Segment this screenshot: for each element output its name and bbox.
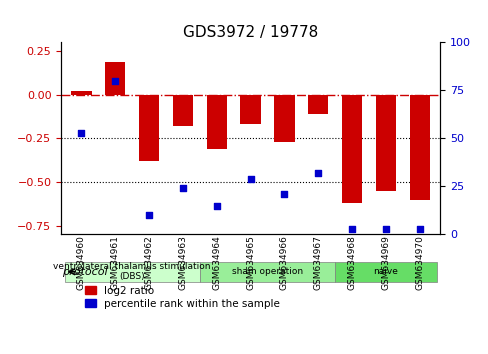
- Text: GSM634970: GSM634970: [414, 236, 424, 291]
- Text: GSM634960: GSM634960: [77, 236, 86, 291]
- Bar: [105, 62, 125, 95]
- Bar: [274, 95, 294, 142]
- Text: GSM634966: GSM634966: [279, 236, 288, 291]
- Point: [246, 176, 254, 182]
- Text: sham operation: sham operation: [231, 267, 303, 276]
- Text: ventrolateral thalamus stimulation
(DBS): ventrolateral thalamus stimulation (DBS): [53, 262, 210, 281]
- FancyBboxPatch shape: [64, 262, 200, 282]
- Bar: [71, 91, 91, 95]
- Bar: [172, 95, 193, 126]
- Bar: [409, 95, 429, 200]
- Title: GDS3972 / 19778: GDS3972 / 19778: [183, 25, 318, 40]
- Text: GSM634967: GSM634967: [313, 236, 322, 291]
- Text: protocol: protocol: [61, 267, 107, 277]
- Text: GSM634963: GSM634963: [178, 236, 187, 291]
- Point: [111, 78, 119, 84]
- Bar: [375, 95, 395, 191]
- Point: [280, 191, 288, 197]
- Legend: log2 ratio, percentile rank within the sample: log2 ratio, percentile rank within the s…: [85, 286, 279, 309]
- Text: GSM634962: GSM634962: [144, 236, 153, 290]
- Text: GSM634964: GSM634964: [212, 236, 221, 290]
- Point: [381, 226, 389, 232]
- Point: [314, 170, 322, 176]
- Point: [78, 130, 85, 136]
- Point: [347, 226, 355, 232]
- Point: [415, 226, 423, 232]
- Point: [145, 212, 153, 218]
- Point: [179, 185, 186, 191]
- Bar: [341, 95, 362, 203]
- Bar: [240, 95, 260, 125]
- Text: GSM634965: GSM634965: [245, 236, 255, 291]
- Bar: [307, 95, 328, 114]
- Text: naive: naive: [373, 267, 398, 276]
- Bar: [206, 95, 226, 149]
- Text: GSM634969: GSM634969: [381, 236, 389, 291]
- FancyBboxPatch shape: [334, 262, 436, 282]
- Text: GSM634968: GSM634968: [347, 236, 356, 291]
- Text: GSM634961: GSM634961: [111, 236, 120, 291]
- FancyBboxPatch shape: [200, 262, 334, 282]
- Point: [212, 203, 220, 209]
- Bar: [139, 95, 159, 161]
